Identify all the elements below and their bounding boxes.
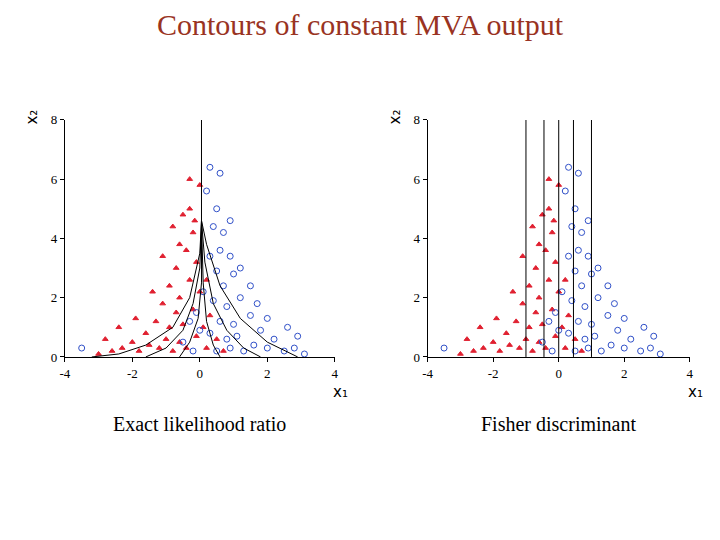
svg-text:4: 4	[332, 366, 339, 381]
svg-text:2: 2	[51, 290, 58, 305]
svg-text:-4: -4	[59, 366, 70, 381]
svg-text:6: 6	[414, 172, 421, 187]
svg-text:x₂: x₂	[23, 110, 41, 125]
svg-text:0: 0	[51, 349, 58, 364]
svg-text:Exact likelihood ratio: Exact likelihood ratio	[113, 413, 286, 435]
svg-text:0: 0	[555, 366, 562, 381]
svg-text:-4: -4	[422, 366, 433, 381]
svg-text:x₂: x₂	[386, 110, 404, 125]
svg-text:4: 4	[687, 366, 694, 381]
svg-text:2: 2	[264, 366, 271, 381]
svg-text:2: 2	[414, 290, 421, 305]
svg-text:0: 0	[197, 366, 204, 381]
svg-text:-2: -2	[488, 366, 499, 381]
svg-text:4: 4	[51, 231, 58, 246]
svg-text:Fisher discriminant: Fisher discriminant	[481, 413, 636, 435]
svg-text:-2: -2	[127, 366, 138, 381]
svg-text:8: 8	[414, 112, 421, 127]
svg-text:x₁: x₁	[688, 383, 703, 401]
svg-text:Contours of constant MVA outpu: Contours of constant MVA output	[157, 8, 564, 41]
svg-text:6: 6	[51, 172, 58, 187]
svg-text:8: 8	[51, 112, 58, 127]
svg-text:4: 4	[414, 231, 421, 246]
svg-text:0: 0	[414, 349, 421, 364]
svg-text:2: 2	[621, 366, 628, 381]
svg-text:x₁: x₁	[333, 383, 348, 401]
